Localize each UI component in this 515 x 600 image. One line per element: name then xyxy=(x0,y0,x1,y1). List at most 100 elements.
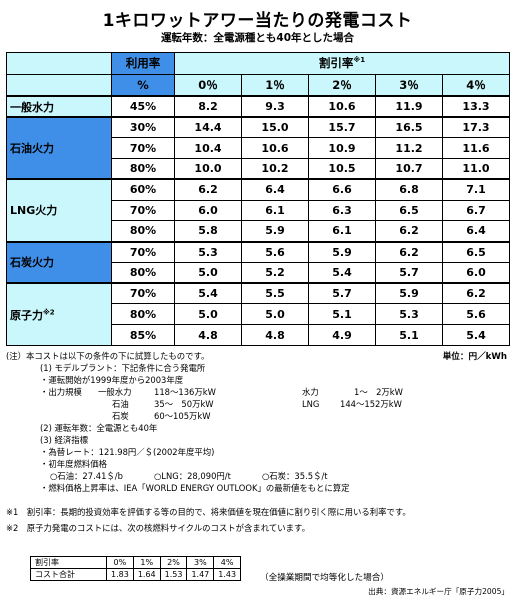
table-row: コスト合計 1.83 1.64 1.53 1.47 1.43 xyxy=(30,568,242,581)
value-cell: 5.1 xyxy=(308,303,376,326)
value-cell: 11.2 xyxy=(375,137,443,160)
sub-table-note: （全操業期間で均等化した場合） xyxy=(260,573,389,583)
value-cell: 8.2 xyxy=(174,95,242,118)
source-label: 出典：資源エネルギー庁「原子力2005」 xyxy=(368,587,509,596)
page-subtitle: 運転年数：全電源種とも40年とした場合 xyxy=(160,32,355,44)
sub-header-cell: 割引率 xyxy=(30,556,107,569)
note-line: 60～105万kW xyxy=(154,411,211,421)
header-discount: 割引率※1 xyxy=(174,52,510,75)
rate-cell: 85% xyxy=(111,324,175,346)
value-cell: 13.3 xyxy=(442,95,510,118)
value-cell: 6.0 xyxy=(174,199,242,222)
cost-table: 利用率 割引率※1 % 0％ 1％ 2％ 3％ 4％ 一般水力 45% 8.2 … xyxy=(6,52,510,347)
rate-cell: 30% xyxy=(111,115,175,139)
value-cell: 5.9 xyxy=(308,240,376,263)
note-line: LNG xyxy=(302,399,320,409)
value-cell: 6.4 xyxy=(241,178,309,201)
value-cell: 6.1 xyxy=(308,220,376,243)
value-cell: 5.6 xyxy=(442,303,510,326)
corner-cell xyxy=(6,52,112,75)
sub-header-cell: 0% xyxy=(106,556,134,569)
row-nuclear: 原子力※2 xyxy=(6,282,112,347)
sub-value-cell: 1.53 xyxy=(159,568,188,581)
sub-value-cell: 1.83 xyxy=(106,568,134,581)
note-line: ・出力規模 xyxy=(40,387,82,397)
note-line: 1～ 2万kW xyxy=(354,387,403,397)
value-cell: 6.5 xyxy=(442,240,510,263)
value-cell: 6.8 xyxy=(375,178,443,201)
value-cell: 5.2 xyxy=(241,261,309,284)
page-title: 1キロワットアワー当たりの発電コスト xyxy=(102,11,413,31)
value-cell: 10.4 xyxy=(174,137,242,160)
table-row: 70% 10.4 10.6 10.9 11.2 11.6 xyxy=(7,137,510,160)
value-cell: 6.5 xyxy=(375,199,443,222)
value-cell: 14.4 xyxy=(174,115,242,139)
table-row: LNG火力 60% 6.2 6.4 6.6 6.8 7.1 xyxy=(6,178,510,243)
header-rate-1: 1％ xyxy=(241,73,309,97)
value-cell: 6.4 xyxy=(442,220,510,243)
rate-cell: 70% xyxy=(111,137,175,160)
note-line: ○石油：27.41＄/b xyxy=(50,471,123,481)
note-line: (1) モデルプラント：下記条件に合う発電所 xyxy=(40,363,206,373)
rate-cell: 60% xyxy=(111,178,175,201)
footnote-2: ※2 原子力発電のコストには、次の核燃料サイクルのコストが含まれています。 xyxy=(6,523,310,533)
table-row: 割引率 0% 1% 2% 3% 4% xyxy=(30,556,242,569)
value-cell: 5.6 xyxy=(241,240,309,263)
value-cell: 6.2 xyxy=(442,282,510,305)
header-rate-2: 2％ xyxy=(308,73,376,97)
value-cell: 6.2 xyxy=(375,240,443,263)
note-line: 水力 xyxy=(302,387,319,397)
value-cell: 5.9 xyxy=(375,282,443,305)
header-percent: % xyxy=(111,73,175,97)
table-row: 80% 5.8 5.9 6.1 6.2 6.4 xyxy=(7,220,510,243)
table-row: 一般水力 45% 8.2 9.3 10.6 11.9 13.3 xyxy=(6,95,510,118)
value-cell: 5.4 xyxy=(442,324,510,346)
rate-cell: 70% xyxy=(111,282,175,305)
value-cell: 5.0 xyxy=(241,303,309,326)
note-line: (注）本コストは以下の条件の下に試算したものです。 xyxy=(6,351,210,361)
value-cell: 5.9 xyxy=(241,220,309,243)
rate-cell: 80% xyxy=(111,303,175,326)
table-row: 原子力※2 70% 5.4 5.5 5.7 5.9 6.2 xyxy=(6,282,510,347)
value-cell: 5.8 xyxy=(174,220,242,243)
value-cell: 5.3 xyxy=(375,303,443,326)
value-cell: 9.3 xyxy=(241,95,309,118)
unit-label: 単位：円／kWh xyxy=(442,352,507,362)
sub-value-cell: 1.64 xyxy=(132,568,161,581)
note-line: 石炭 xyxy=(112,411,129,421)
value-cell: 5.0 xyxy=(174,303,242,326)
value-cell: 6.2 xyxy=(174,178,242,201)
value-cell: 4.8 xyxy=(241,324,309,346)
value-cell: 5.5 xyxy=(241,282,309,305)
sub-value-cell: 1.43 xyxy=(213,568,242,581)
value-cell: 10.0 xyxy=(174,158,242,180)
row-coal: 石炭火力 xyxy=(6,240,112,284)
value-cell: 5.7 xyxy=(375,261,443,284)
value-cell: 5.0 xyxy=(174,261,242,284)
rate-cell: 70% xyxy=(111,240,175,263)
sub-header-cell: 2% xyxy=(159,556,188,569)
note-line: ○石炭：35.5＄/t xyxy=(262,471,328,481)
row-oil: 石油火力 xyxy=(6,115,112,180)
note-line: ・運転開始が1999年度から2003年度 xyxy=(40,375,184,385)
value-cell: 11.6 xyxy=(442,137,510,160)
value-cell: 6.0 xyxy=(442,261,510,284)
value-cell: 11.0 xyxy=(442,158,510,180)
header-rate-4: 4％ xyxy=(442,73,510,97)
value-cell: 5.4 xyxy=(308,261,376,284)
fuel-cycle-table: 割引率 0% 1% 2% 3% 4% コスト合計 1.83 1.64 1.53 … xyxy=(30,556,242,581)
note-line: ・初年度燃料価格 xyxy=(40,459,107,469)
row-lng: LNG火力 xyxy=(6,178,112,243)
header-utilization: 利用率 xyxy=(111,52,175,75)
value-cell: 6.3 xyxy=(308,199,376,222)
note-line: ○LNG：28,090円/t xyxy=(154,471,231,481)
value-cell: 15.0 xyxy=(241,115,309,139)
value-cell: 10.6 xyxy=(241,137,309,160)
value-cell: 10.2 xyxy=(241,158,309,180)
value-cell: 6.1 xyxy=(241,199,309,222)
value-cell: 6.2 xyxy=(375,220,443,243)
rate-cell: 70% xyxy=(111,199,175,222)
value-cell: 4.9 xyxy=(308,324,376,346)
value-cell: 5.3 xyxy=(174,240,242,263)
rate-cell: 45% xyxy=(111,95,175,118)
